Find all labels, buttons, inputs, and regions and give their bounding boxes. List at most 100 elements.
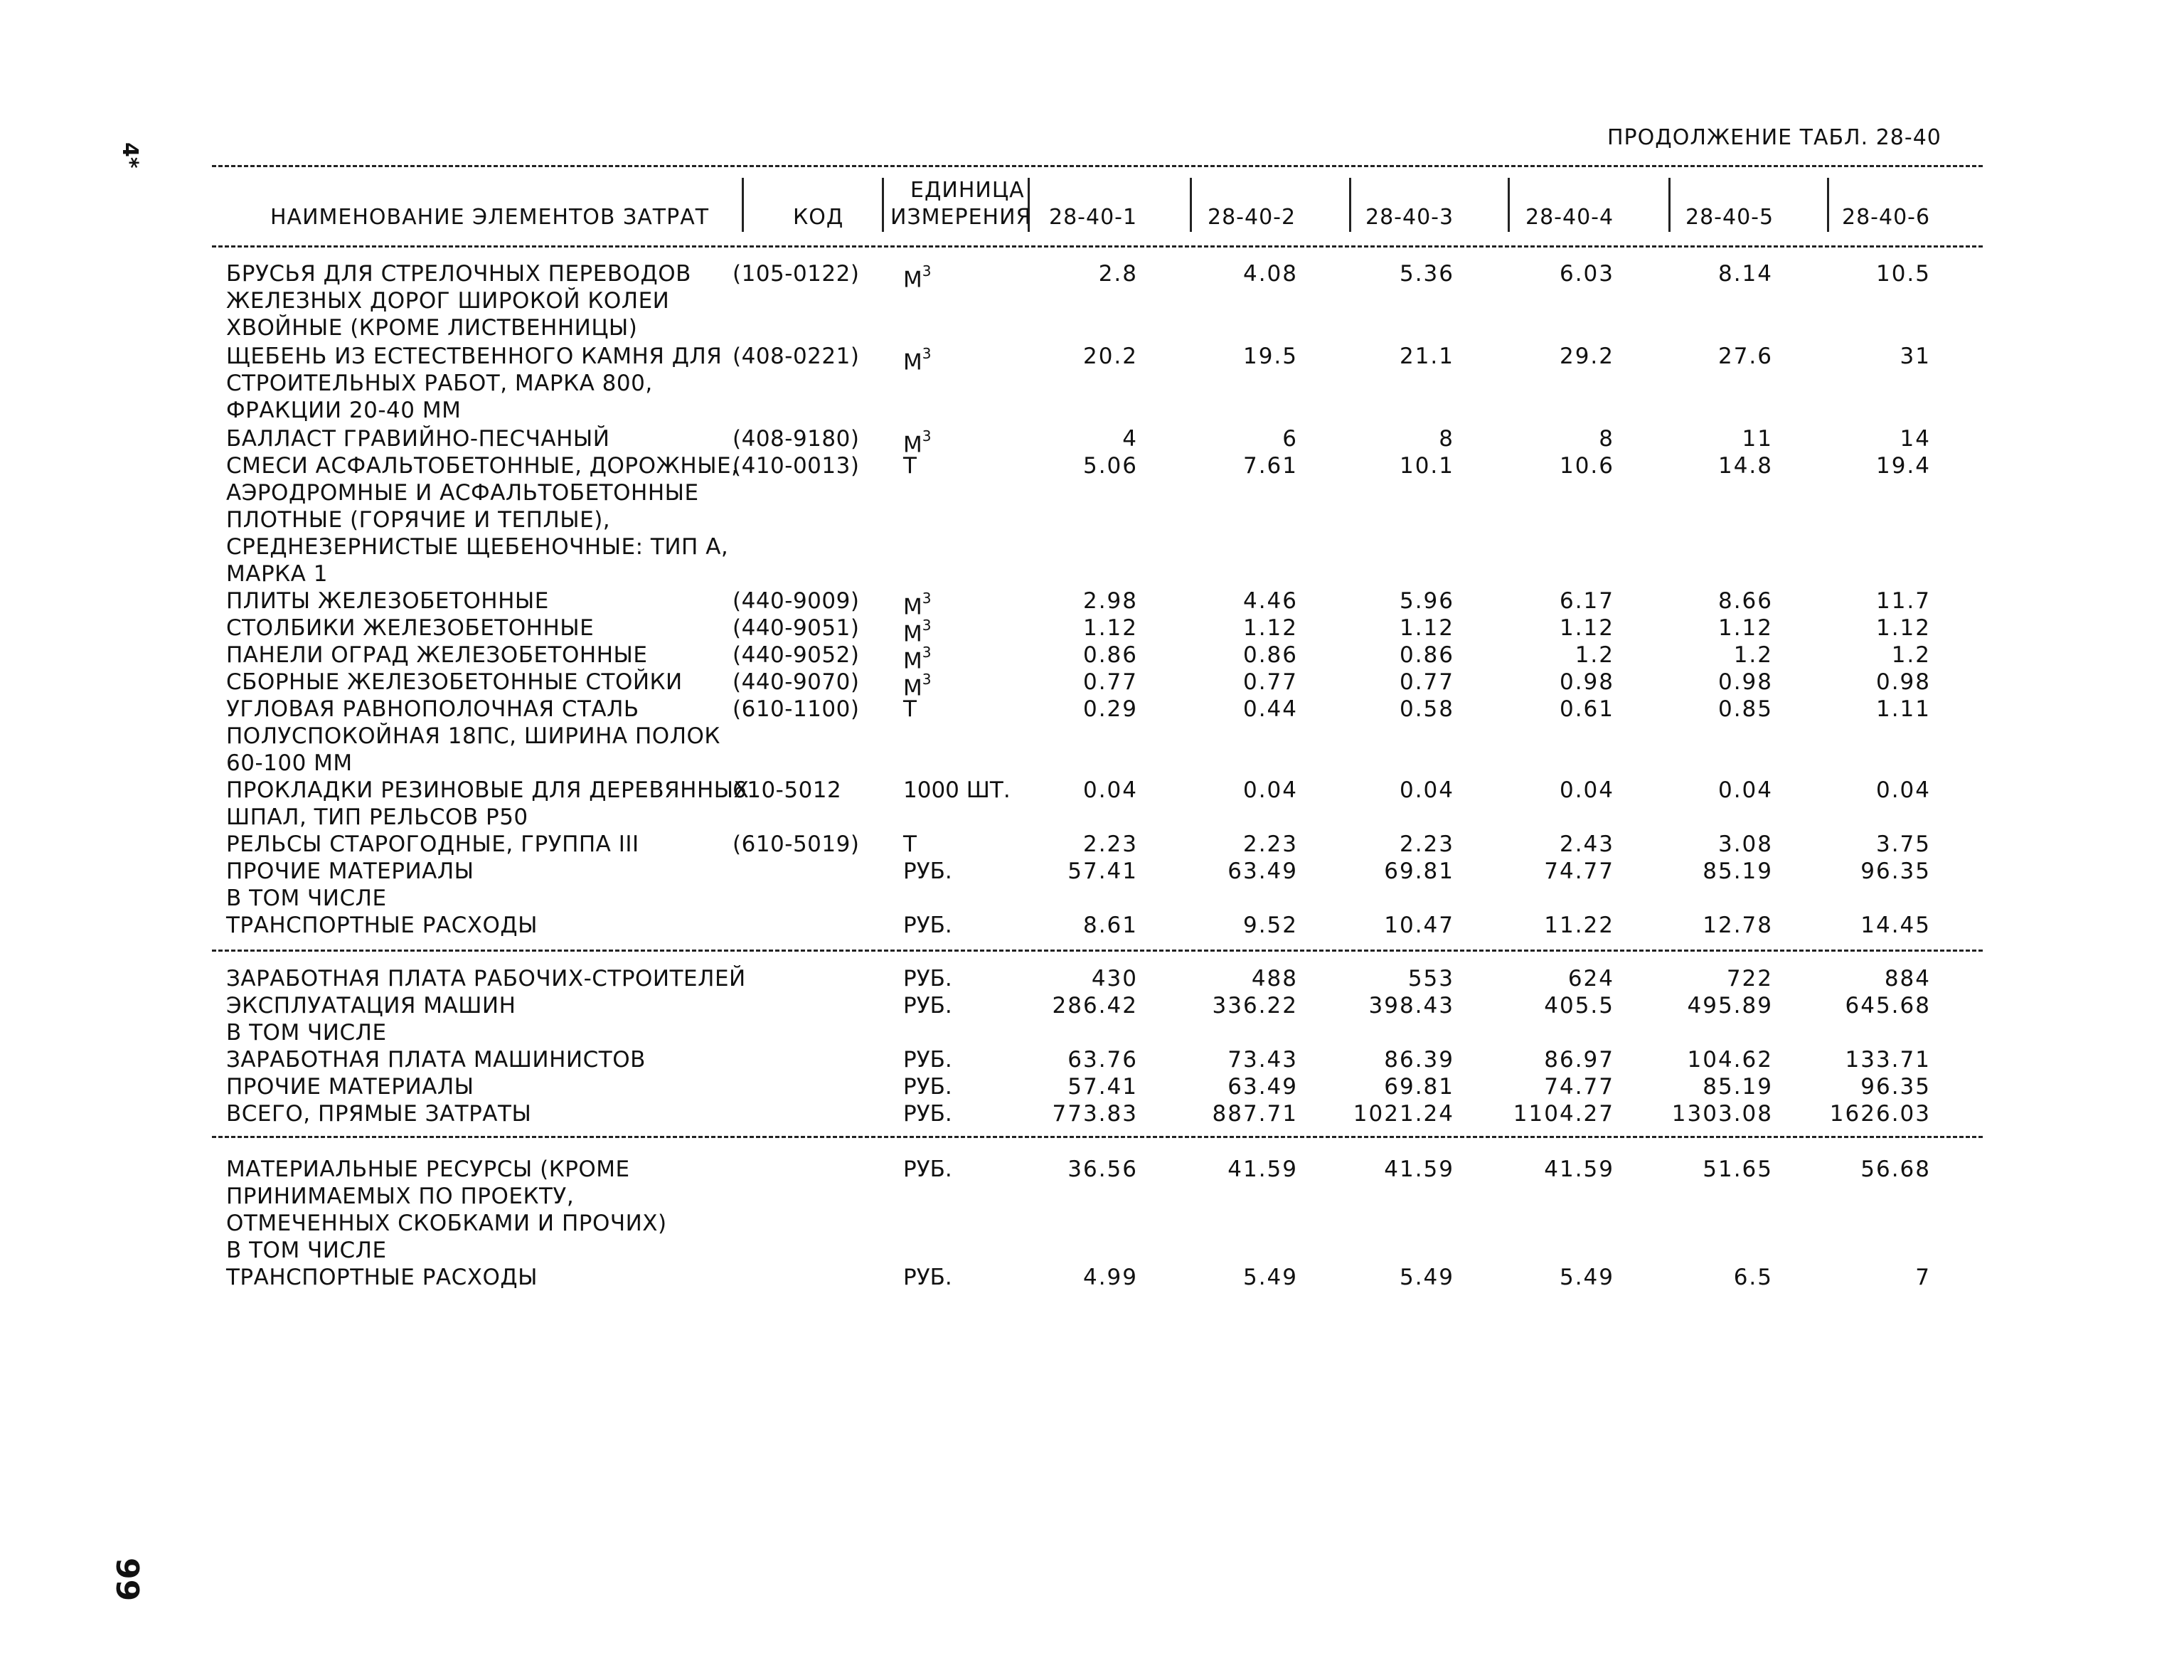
cell-value-col-3: 1.12 (1399, 615, 1454, 641)
cell-code: (440-9009) (733, 588, 860, 614)
cell-code: (440-9070) (733, 669, 860, 695)
cell-value-col-1: 2.8 (1098, 261, 1138, 287)
table-row: ЗАРАБОТНАЯ ПЛАТА МАШИНИСТОВ РУБ. 63.76 73.4… (0, 1046, 2184, 1073)
cell-value-col-4: 0.04 (1559, 777, 1614, 803)
cell-value-col-2: 2.23 (1242, 831, 1298, 857)
cell-name: ЭКСПЛУАТАЦИЯ МАШИН (226, 993, 516, 1019)
cell-name: УГЛОВАЯ РАВНОПОЛОЧНАЯ СТАЛЬ (226, 696, 639, 722)
cell-value-col-3: 86.39 (1384, 1047, 1454, 1073)
cell-name: В ТОМ ЧИСЛЕ (226, 886, 387, 911)
table-row: В ТОМ ЧИСЛЕ (0, 885, 2184, 912)
cell-unit: РУБ. (903, 912, 952, 939)
cell-name: СРЕДНЕЗЕРНИСТЫЕ ЩЕБЕНОЧНЫЕ: ТИП А, (226, 534, 729, 560)
cell-value-col-2: 7.61 (1242, 453, 1298, 479)
header-col-3: 28-40-3 (1365, 205, 1454, 230)
cell-value-col-5: 85.19 (1703, 858, 1773, 884)
cell-name: БРУСЬЯ ДЛЯ СТРЕЛОЧНЫХ ПЕРЕВОДОВ (226, 261, 691, 287)
cell-code: (410-0013) (733, 453, 860, 479)
cell-value-col-3: 1021.24 (1353, 1101, 1454, 1127)
table-row: СТОЛБИКИ ЖЕЛЕЗОБЕТОННЫЕ (440-9051) М3 1.12 1… (0, 615, 2184, 647)
cell-value-col-6: 1626.03 (1829, 1101, 1931, 1127)
cell-unit: М3 (903, 343, 931, 376)
table-row: ШПАЛ, ТИП РЕЛЬСОВ Р50 (0, 804, 2184, 831)
section-rule (212, 950, 1983, 952)
cell-value-col-6: 10.5 (1875, 261, 1931, 287)
table-row: ПРОЧИЕ МАТЕРИАЛЫ РУБ. 57.41 63.49 69.81 74.77… (0, 858, 2184, 885)
table-row: ХВОЙНЫЕ (КРОМЕ ЛИСТВЕННИЦЫ) (0, 314, 2184, 341)
cell-value-col-1: 57.41 (1067, 1074, 1138, 1100)
unit-text: РУБ. (903, 966, 952, 991)
cell-name: РЕЛЬСЫ СТАРОГОДНЫЕ, ГРУППА III (226, 831, 639, 857)
unit-text: М (903, 594, 922, 620)
cell-value-col-2: 488 (1251, 966, 1298, 991)
cell-value-col-1: 2.98 (1082, 588, 1138, 614)
cell-value-col-6: 7 (1915, 1265, 1931, 1290)
cell-value-col-1: 1.12 (1082, 615, 1138, 641)
side-mark: 4* (117, 142, 142, 169)
cell-value-col-6: 96.35 (1860, 858, 1931, 884)
cell-name: ЗАРАБОТНАЯ ПЛАТА РАБОЧИХ-СТРОИТЕЛЕЙ (226, 966, 746, 991)
cell-value-col-1: 0.29 (1082, 696, 1138, 722)
header-separator (882, 178, 884, 232)
cell-value-col-4: 5.49 (1559, 1265, 1614, 1290)
cell-name: СБОРНЫЕ ЖЕЛЕЗОБЕТОННЫЕ СТОЙКИ (226, 669, 683, 695)
cell-name: 60-100 ММ (226, 750, 353, 776)
cell-value-col-4: 6.03 (1559, 261, 1614, 287)
cell-value-col-2: 4.46 (1242, 588, 1298, 614)
cell-value-col-5: 8.14 (1717, 261, 1773, 287)
header-separator (1508, 178, 1510, 232)
unit-text: РУБ. (903, 858, 952, 884)
header-separator (1349, 178, 1351, 232)
unit-text: РУБ. (903, 913, 952, 938)
cell-unit: Т (903, 452, 917, 479)
cell-name: СТОЛБИКИ ЖЕЛЕЗОБЕТОННЫЕ (226, 615, 595, 641)
cell-value-col-1: 2.23 (1082, 831, 1138, 857)
cell-value-col-4: 0.98 (1559, 669, 1614, 695)
cell-value-col-5: 0.85 (1717, 696, 1773, 722)
table-row: СРЕДНЕЗЕРНИСТЫЕ ЩЕБЕНОЧНЫЕ: ТИП А, (0, 533, 2184, 560)
cell-code: (440-9052) (733, 642, 860, 668)
cell-value-col-1: 57.41 (1067, 858, 1138, 884)
header-name: НАИМЕНОВАНИЕ ЭЛЕМЕНТОВ ЗАТРАТ (270, 205, 710, 230)
table-row: ПЛОТНЫЕ (ГОРЯЧИЕ И ТЕПЛЫЕ), (0, 506, 2184, 533)
cell-value-col-1: 286.42 (1052, 993, 1138, 1019)
unit-text: М (903, 621, 922, 647)
cell-value-col-4: 86.97 (1544, 1047, 1614, 1073)
cell-value-col-6: 1.2 (1891, 642, 1931, 668)
cell-unit: Т (903, 831, 917, 858)
cell-unit: РУБ. (903, 965, 952, 992)
header-code: КОД (793, 205, 844, 230)
table-row: ТРАНСПОРТНЫЕ РАСХОДЫ РУБ. 4.99 5.49 5.49 5.49… (0, 1264, 2184, 1291)
header-separator (1028, 178, 1030, 232)
table-row: ЩЕБЕНЬ ИЗ ЕСТЕСТВЕННОГО КАМНЯ ДЛЯ (408-02… (0, 343, 2184, 375)
cell-value-col-1: 0.77 (1082, 669, 1138, 695)
unit-text: РУБ. (903, 1074, 952, 1100)
table-row: ЖЕЛЕЗНЫХ ДОРОГ ШИРОКОЙ КОЛЕИ (0, 287, 2184, 314)
unit-text: РУБ. (903, 1101, 952, 1127)
cell-unit: РУБ. (903, 1156, 952, 1183)
cell-name: ОТМЕЧЕННЫХ СКОБКАМИ И ПРОЧИХ) (226, 1211, 667, 1236)
header-separator (742, 178, 744, 232)
header-unit-line1: ЕДИНИЦА (910, 178, 1025, 203)
cell-unit: М3 (903, 588, 931, 620)
cell-value-col-2: 5.49 (1242, 1265, 1298, 1290)
cell-unit: М3 (903, 642, 931, 674)
cell-code: (610-1100) (733, 696, 860, 722)
cell-name: АЭРОДРОМНЫЕ И АСФАЛЬТОБЕТОННЫЕ (226, 480, 699, 506)
cell-name: СМЕСИ АСФАЛЬТОБЕТОННЫЕ, ДОРОЖНЫЕ, (226, 453, 739, 479)
header-col-2: 28-40-2 (1208, 205, 1296, 230)
table-row: СМЕСИ АСФАЛЬТОБЕТОННЫЕ, ДОРОЖНЫЕ, (410-00… (0, 452, 2184, 479)
cell-value-col-6: 0.98 (1875, 669, 1931, 695)
cell-value-col-2: 0.86 (1242, 642, 1298, 668)
header-separator (1190, 178, 1192, 232)
unit-text: РУБ. (903, 1157, 952, 1182)
cell-unit: Т (903, 696, 917, 723)
cell-value-col-3: 8 (1439, 426, 1454, 452)
table-row: ПРОЧИЕ МАТЕРИАЛЫ РУБ. 57.41 63.49 69.81 74.77… (0, 1073, 2184, 1100)
cell-value-col-2: 6 (1282, 426, 1298, 452)
cell-unit: РУБ. (903, 992, 952, 1019)
cell-value-col-6: 645.68 (1845, 993, 1931, 1019)
cell-value-col-5: 12.78 (1703, 913, 1773, 938)
cell-unit: М3 (903, 260, 931, 293)
cell-name: ЩЕБЕНЬ ИЗ ЕСТЕСТВЕННОГО КАМНЯ ДЛЯ (226, 344, 723, 369)
